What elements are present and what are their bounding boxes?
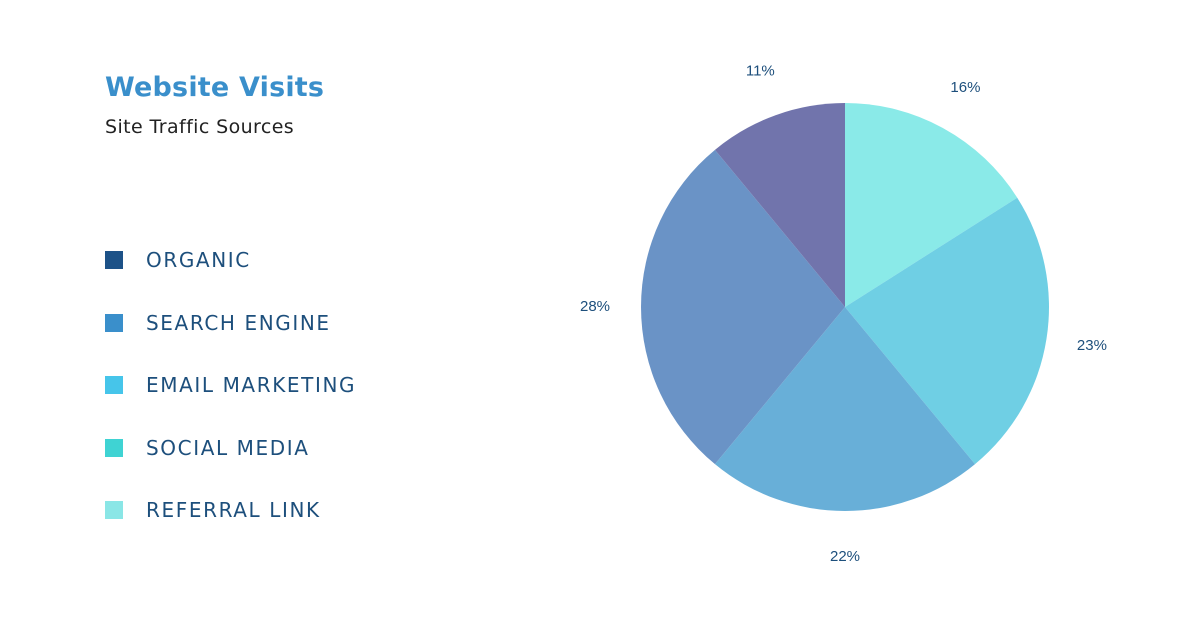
pie-slice-label: 16% <box>950 79 980 96</box>
pie-slice-22 <box>714 307 976 511</box>
legend-swatch-referral-link <box>105 501 123 519</box>
pie-slice-label: 28% <box>580 298 610 315</box>
pie-slice-16 <box>845 103 1018 307</box>
pie-slice-28 <box>641 149 845 465</box>
pie-slice-label: 22% <box>830 548 860 565</box>
legend-swatch-email-marketing <box>105 376 123 394</box>
legend-item-referral-link: REFERRAL LINK <box>105 496 356 524</box>
legend-swatch-organic <box>105 251 123 269</box>
legend: ORGANIC SEARCH ENGINE EMAIL MARKETING SO… <box>105 246 356 559</box>
legend-label-email-marketing: EMAIL MARKETING <box>146 373 357 397</box>
pie-slice-label: 23% <box>1077 337 1107 354</box>
pie-slice-label: 11% <box>746 63 775 80</box>
legend-swatch-social-media <box>105 438 123 457</box>
pie-slice-11 <box>714 103 845 307</box>
legend-label-search-engine: SEARCH ENGINE <box>146 310 331 335</box>
legend-item-organic: ORGANIC <box>105 246 356 274</box>
pie-slices <box>641 103 1049 511</box>
legend-label-referral-link: REFERRAL LINK <box>146 498 321 522</box>
chart-subtitle: Site Traffic Sources <box>105 116 295 138</box>
legend-label-social-media: SOCIAL MEDIA <box>146 435 310 460</box>
legend-item-search-engine: SEARCH ENGINE <box>105 309 356 337</box>
legend-item-email-marketing: EMAIL MARKETING <box>105 371 356 399</box>
legend-item-social-media: SOCIAL MEDIA <box>105 434 356 462</box>
legend-swatch-search-engine <box>105 313 123 332</box>
pie-labels: 16% 23% 22% 28% 11% <box>580 63 1107 565</box>
pie-slice-23 <box>845 197 1049 465</box>
legend-label-organic: ORGANIC <box>146 248 251 272</box>
chart-title: Website Visits <box>105 72 325 103</box>
